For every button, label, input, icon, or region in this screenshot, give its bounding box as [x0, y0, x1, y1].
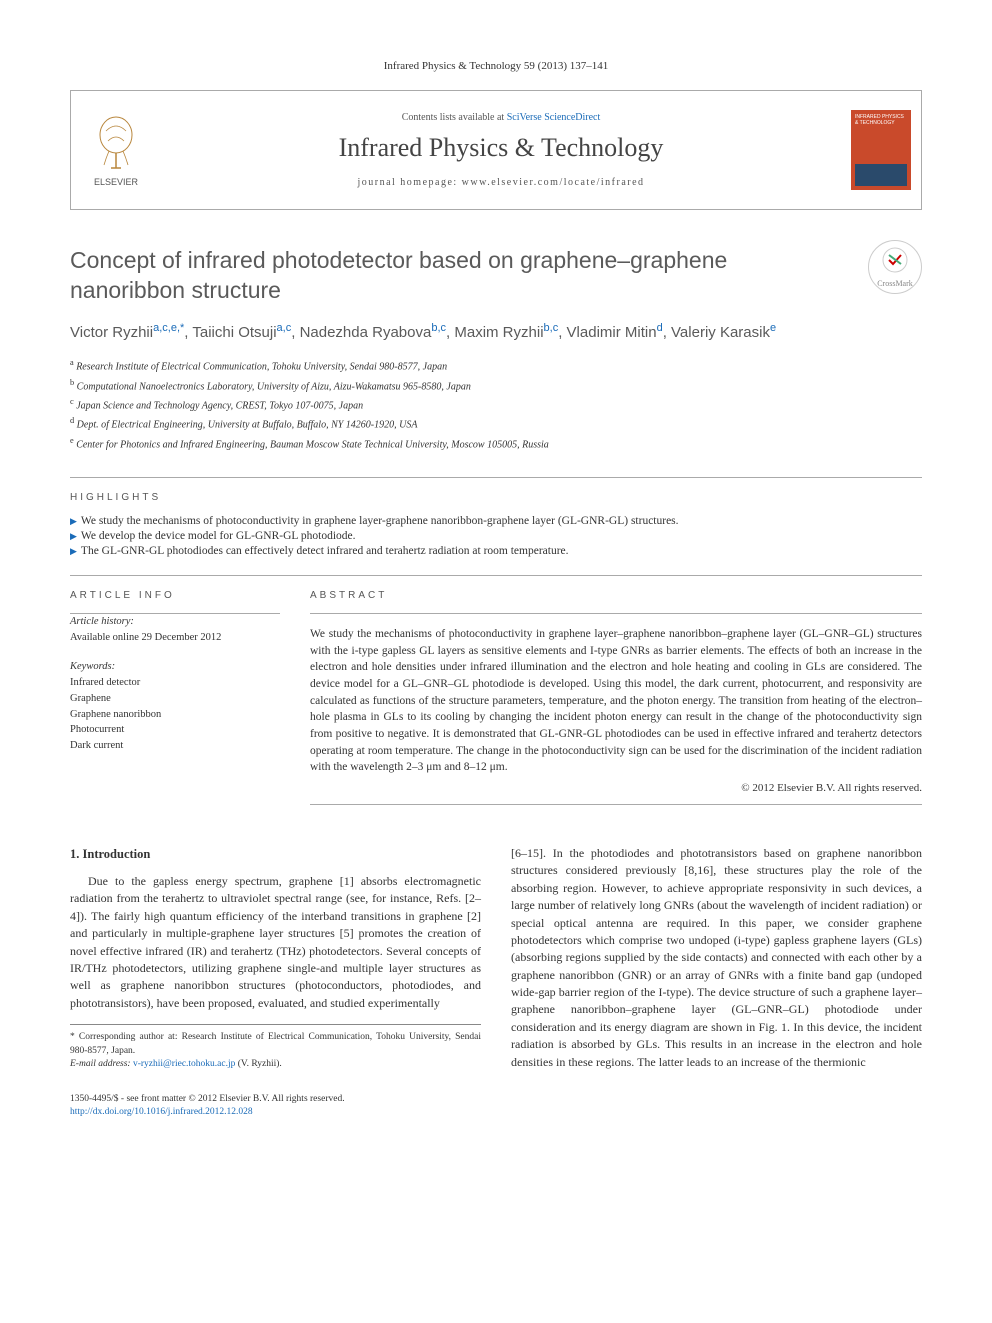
- author-3-affil[interactable]: b,c: [431, 322, 446, 334]
- issn-line: 1350-4495/$ - see front matter © 2012 El…: [70, 1093, 922, 1106]
- body-paragraph-2: [6–15]. In the photodiodes and phototran…: [511, 845, 922, 1071]
- bullet-icon: ▶: [70, 546, 77, 556]
- keywords-label: Keywords:: [70, 659, 280, 675]
- divider-abstract: [310, 613, 922, 614]
- history-value: Available online 29 December 2012: [70, 630, 280, 646]
- author-2-affil[interactable]: a,c: [277, 322, 292, 334]
- abstract-label: abstract: [310, 590, 922, 601]
- author-3[interactable]: , Nadezhda Ryabova: [291, 324, 431, 341]
- publisher-logo-cell: ELSEVIER: [71, 91, 161, 209]
- crossmark-label: CrossMark: [877, 279, 913, 288]
- keyword: Photocurrent: [70, 722, 280, 738]
- abstract-text: We study the mechanisms of photoconducti…: [310, 626, 922, 776]
- header-center: Contents lists available at SciVerse Sci…: [161, 91, 841, 209]
- author-6[interactable]: , Valeriy Karasik: [663, 324, 770, 341]
- homepage-label: journal homepage:: [357, 177, 461, 188]
- journal-cover-thumbnail: INFRARED PHYSICS & TECHNOLOGY: [851, 110, 911, 190]
- affiliation-b: b Computational Nanoelectronics Laborato…: [70, 376, 922, 395]
- body-paragraph-1: Due to the gapless energy spectrum, grap…: [70, 873, 481, 1012]
- author-4-affil[interactable]: b,c: [544, 322, 559, 334]
- article-title: Concept of infrared photodetector based …: [70, 246, 810, 306]
- affiliation-a-text: Research Institute of Electrical Communi…: [76, 362, 447, 373]
- author-2[interactable]: , Taiichi Otsuji: [184, 324, 276, 341]
- keyword: Graphene: [70, 691, 280, 707]
- affiliations-block: a Research Institute of Electrical Commu…: [70, 356, 922, 453]
- highlight-text: The GL-GNR-GL photodiodes can effectivel…: [81, 545, 569, 557]
- contents-lists-line: Contents lists available at SciVerse Sci…: [181, 112, 821, 123]
- bullet-icon: ▶: [70, 516, 77, 526]
- journal-ref-text[interactable]: Infrared Physics & Technology 59 (2013) …: [384, 60, 609, 72]
- abstract-column: abstract We study the mechanisms of phot…: [310, 576, 922, 805]
- keyword: Infrared detector: [70, 675, 280, 691]
- journal-title: Infrared Physics & Technology: [181, 133, 821, 163]
- highlight-item: ▶ We develop the device model for GL-GNR-…: [70, 530, 922, 542]
- author-email[interactable]: v-ryzhii@riec.tohoku.ac.jp: [133, 1059, 235, 1069]
- sciencedirect-link[interactable]: SciVerse ScienceDirect: [507, 112, 601, 123]
- journal-cover-cell: INFRARED PHYSICS & TECHNOLOGY: [841, 91, 921, 209]
- highlights-label: highlights: [70, 492, 922, 503]
- affiliation-c-text: Japan Science and Technology Agency, CRE…: [76, 400, 363, 411]
- affiliation-d: d Dept. of Electrical Engineering, Unive…: [70, 414, 922, 433]
- affiliation-a: a Research Institute of Electrical Commu…: [70, 356, 922, 375]
- footer-block: 1350-4495/$ - see front matter © 2012 El…: [70, 1093, 922, 1120]
- article-page: Infrared Physics & Technology 59 (2013) …: [0, 0, 992, 1160]
- journal-reference: Infrared Physics & Technology 59 (2013) …: [70, 60, 922, 72]
- bullet-icon: ▶: [70, 531, 77, 541]
- journal-homepage-line: journal homepage: www.elsevier.com/locat…: [181, 177, 821, 188]
- affiliation-d-text: Dept. of Electrical Engineering, Univers…: [77, 420, 418, 431]
- authors-list: Victor Ryzhiia,c,e,*, Taiichi Otsujia,c,…: [70, 320, 922, 345]
- highlight-text: We study the mechanisms of photoconducti…: [81, 515, 679, 527]
- affiliation-e: e Center for Photonics and Infrared Engi…: [70, 434, 922, 453]
- contents-prefix: Contents lists available at: [402, 112, 507, 123]
- divider-3: [310, 804, 922, 805]
- email-label: E-mail address:: [70, 1059, 131, 1069]
- author-4[interactable]: , Maxim Ryzhii: [446, 324, 544, 341]
- history-label: Article history:: [70, 614, 280, 630]
- highlights-list: ▶ We study the mechanisms of photoconduct…: [70, 515, 922, 557]
- highlight-item: ▶ We study the mechanisms of photoconduct…: [70, 515, 922, 527]
- info-abstract-row: article info Article history: Available …: [70, 576, 922, 805]
- publisher-name: ELSEVIER: [94, 177, 138, 187]
- cover-bar: [855, 164, 907, 186]
- doi-link[interactable]: http://dx.doi.org/10.1016/j.infrared.201…: [70, 1106, 922, 1119]
- section-1: 1. Introduction Due to the gapless energ…: [70, 845, 481, 1071]
- article-info-label: article info: [70, 590, 280, 601]
- footnote-block: * Corresponding author at: Research Inst…: [70, 1024, 481, 1071]
- author-5[interactable]: , Vladimir Mitin: [558, 324, 656, 341]
- affiliation-b-text: Computational Nanoelectronics Laboratory…: [77, 381, 471, 392]
- author-1-affil[interactable]: a,c,e,*: [153, 322, 184, 334]
- crossmark-badge[interactable]: CrossMark: [868, 240, 922, 294]
- article-info-column: article info Article history: Available …: [70, 576, 280, 805]
- keyword: Graphene nanoribbon: [70, 707, 280, 723]
- section-1-heading: 1. Introduction: [70, 845, 481, 863]
- author-6-affil[interactable]: e: [770, 322, 776, 334]
- crossmark-icon: [882, 247, 908, 279]
- affiliation-e-text: Center for Photonics and Infrared Engine…: [76, 439, 549, 450]
- cover-label: INFRARED PHYSICS & TECHNOLOGY: [855, 114, 907, 126]
- divider-1: [70, 477, 922, 478]
- homepage-url[interactable]: www.elsevier.com/locate/infrared: [462, 177, 645, 188]
- affiliation-c: c Japan Science and Technology Agency, C…: [70, 395, 922, 414]
- highlight-item: ▶ The GL-GNR-GL photodiodes can effective…: [70, 545, 922, 557]
- article-info-block: Article history: Available online 29 Dec…: [70, 614, 280, 754]
- highlight-text: We develop the device model for GL-GNR-G…: [81, 530, 356, 542]
- email-who: (V. Ryzhii).: [235, 1059, 281, 1069]
- elsevier-tree-icon: [91, 113, 141, 173]
- body-two-column: 1. Introduction Due to the gapless energ…: [70, 845, 922, 1071]
- corresponding-author-note: * Corresponding author at: Research Inst…: [70, 1031, 481, 1058]
- email-line: E-mail address: v-ryzhii@riec.tohoku.ac.…: [70, 1058, 481, 1071]
- author-1[interactable]: Victor Ryzhii: [70, 324, 153, 341]
- copyright-line: © 2012 Elsevier B.V. All rights reserved…: [310, 782, 922, 794]
- journal-header-box: ELSEVIER Contents lists available at Sci…: [70, 90, 922, 210]
- keyword: Dark current: [70, 738, 280, 754]
